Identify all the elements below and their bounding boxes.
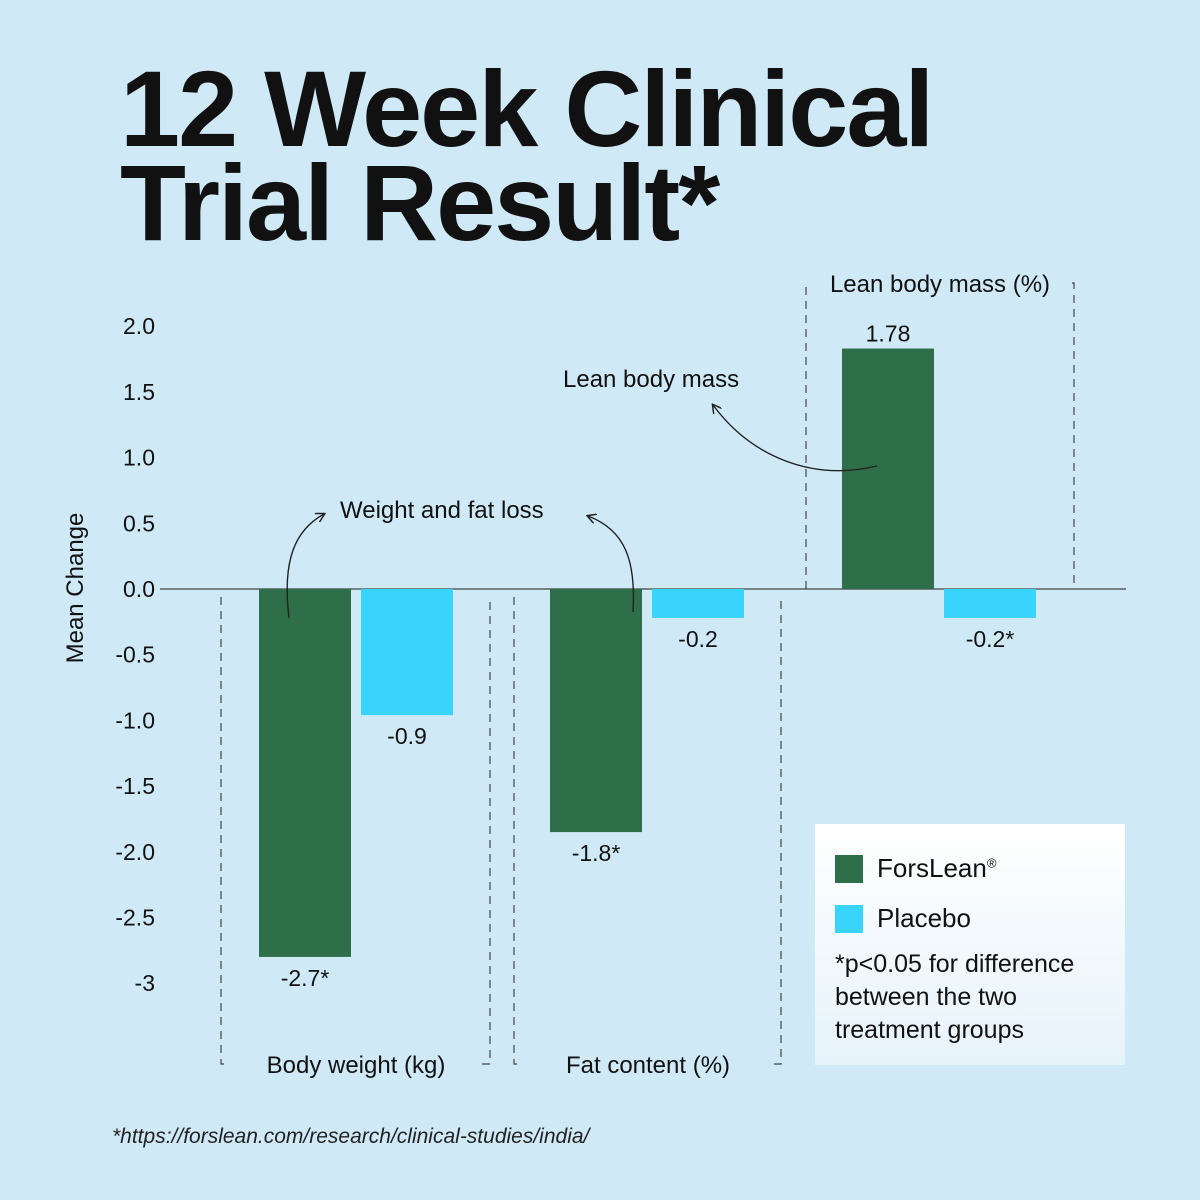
y-axis: 2.0 1.5 1.0 0.5 0.0 -0.5 -1.0 -1.5 -2.0 -2.5 -3 [115, 313, 155, 996]
bracket-line [513, 597, 522, 1065]
bar-value-label: -2.7* [281, 965, 330, 991]
arrow-fat-loss [588, 516, 635, 613]
legend-label-forslean: ForsLean® [877, 853, 997, 883]
legend-swatch-placebo [835, 904, 863, 933]
legend-swatch-forslean [835, 854, 863, 883]
bar-forslean [842, 348, 934, 589]
bar-value-label: 1.78 [866, 321, 911, 347]
bar-placebo [361, 589, 453, 716]
bars: -2.7* -1.8* 1.78 -0.9 -0.2 -0.2* [259, 321, 1036, 991]
y-tick-label: -1.5 [115, 773, 155, 799]
category-label: Fat content (%) [566, 1052, 730, 1079]
y-axis-label: Mean Change [62, 513, 89, 664]
y-tick-label: 2.0 [123, 313, 155, 339]
y-tick-label: 0.0 [123, 576, 155, 602]
annotation-weight-fat-loss: Weight and fat loss [340, 497, 544, 524]
y-tick-label: -2.5 [115, 905, 155, 931]
title-line-1: 12 Week Clinical [120, 48, 934, 169]
bracket-line [220, 597, 230, 1065]
y-tick-label: 0.5 [123, 510, 155, 536]
y-tick-label: 1.0 [123, 445, 155, 471]
legend: ForsLean® Placebo *p<0.05 for difference… [815, 824, 1125, 1065]
bracket-line [482, 597, 491, 1065]
y-tick-label: -1.0 [115, 707, 155, 733]
bar-value-label: -0.9 [387, 723, 427, 749]
bar-value-label: -1.8* [572, 840, 621, 866]
y-tick-label: -0.5 [115, 642, 155, 668]
arrow-lean-mass [713, 405, 878, 472]
bracket-line [1072, 282, 1075, 589]
bar-value-label: -0.2 [678, 626, 718, 652]
title-line-2: Trial Result* [120, 142, 720, 263]
y-tick-label: -2.0 [115, 839, 155, 865]
annotation-lean-body-mass: Lean body mass [563, 366, 739, 393]
legend-footnote: *p<0.05 for difference between the two t… [835, 950, 1075, 1044]
bar-placebo [652, 589, 744, 618]
source-footnote: *https://forslean.com/research/clinical-… [112, 1125, 590, 1148]
arrow-weight-loss [286, 514, 324, 619]
category-label: Lean body mass (%) [830, 271, 1050, 298]
y-tick-label: -3 [135, 970, 155, 996]
annotation-arrows [286, 405, 878, 619]
bracket-line [805, 282, 808, 589]
bar-forslean [550, 589, 642, 833]
y-tick-label: 1.5 [123, 379, 155, 405]
legend-item-placebo: Placebo [835, 903, 971, 934]
bar-forslean [259, 589, 351, 957]
legend-label-placebo: Placebo [877, 903, 971, 933]
category-label: Body weight (kg) [267, 1052, 446, 1079]
bracket-line [774, 597, 782, 1065]
chart-title: 12 Week Clinical Trial Result* [120, 48, 934, 263]
category-brackets: Body weight (kg) Fat content (%) Lean body… [220, 271, 1075, 1079]
legend-item-forslean: ForsLean® [835, 853, 996, 884]
bar-placebo [944, 589, 1036, 618]
bar-value-label: -0.2* [966, 626, 1015, 652]
